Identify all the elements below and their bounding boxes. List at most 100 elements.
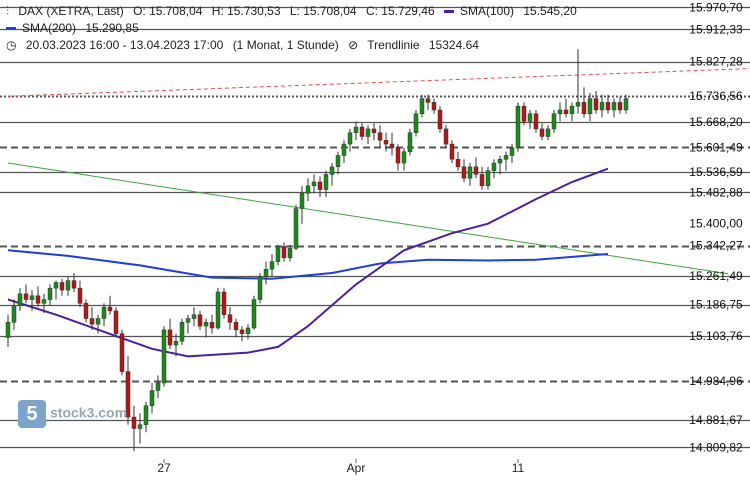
open-value: O: 15.708,04 — [133, 4, 203, 18]
level-lines — [0, 6, 750, 449]
price-labels: 15.970,70 15.912,33 15.827,28 15.736,56 15.6… — [689, 0, 743, 454]
price-label-12: 15.103,76 — [689, 329, 743, 343]
trend-lines — [7, 68, 750, 275]
candle-body-49 — [299, 193, 305, 209]
candle-body-52 — [317, 181, 323, 190]
candle-body-14 — [89, 318, 95, 325]
candle-body-7 — [47, 287, 53, 300]
price-label-11: 15.186,75 — [689, 298, 743, 312]
candle-body-16 — [101, 306, 107, 319]
candle-body-43 — [263, 268, 269, 278]
candle-body-98 — [593, 98, 599, 111]
candle-body-66 — [401, 151, 407, 164]
candle-body-86 — [521, 105, 527, 122]
candle-body-58 — [353, 126, 359, 133]
price-label-8: 15.400,00 — [689, 217, 743, 231]
candle-body-65 — [395, 147, 401, 164]
legend-row-1: ⫶ DAX (XETRA, Last) O: 15.708,04 H: 15.7… — [6, 4, 583, 19]
price-label-2: 15.827,28 — [689, 55, 743, 69]
candle-body-20 — [125, 371, 131, 418]
support-trendline — [7, 162, 729, 275]
sma200-value: 15.290,85 — [85, 21, 139, 35]
price-label-4: 15.668,20 — [689, 115, 743, 129]
candle-body-90 — [545, 128, 551, 137]
instrument-label: DAX (XETRA, Last) — [18, 4, 124, 18]
close-value: C: 15.729,46 — [365, 4, 435, 18]
candle-body-39 — [239, 329, 245, 334]
candle-body-73 — [443, 128, 449, 145]
candle-body-11 — [71, 280, 77, 289]
price-label-10: 15.261,49 — [689, 269, 743, 283]
candle-body-68 — [413, 113, 419, 133]
candle-body-8 — [53, 282, 59, 289]
candle-body-0 — [5, 322, 11, 338]
candle-body-79 — [479, 174, 485, 187]
x-tick-label-0: 27 — [157, 461, 171, 475]
candle-body-24 — [149, 390, 155, 406]
date-range: 20.03.2023 16:00 - 13.04.2023 17:00 — [25, 38, 224, 52]
candle-body-56 — [341, 143, 347, 156]
interval: (1 Monat, 1 Stunde) — [232, 38, 339, 52]
candle-body-89 — [539, 128, 545, 137]
candle-body-102 — [617, 102, 623, 111]
sma100-swatch-icon — [444, 10, 454, 14]
candle-body-67 — [407, 132, 413, 152]
candle-body-31 — [191, 314, 197, 319]
candle-body-50 — [305, 185, 311, 194]
candle-body-30 — [185, 318, 191, 323]
candle-body-75 — [455, 159, 461, 168]
price-label-3: 15.736,56 — [689, 89, 743, 103]
candle-body-96 — [581, 102, 587, 114]
candle-body-33 — [203, 322, 209, 327]
candle-body-55 — [335, 155, 341, 168]
stock3-logo-icon: 5 — [18, 400, 46, 428]
candle-body-10 — [65, 280, 71, 291]
candle-body-42 — [257, 276, 263, 300]
candle-body-27 — [167, 329, 173, 346]
candle-body-18 — [113, 310, 119, 334]
candle-body-99 — [599, 102, 605, 111]
watermark-text: stock3.com — [50, 404, 128, 421]
candle-body-26 — [161, 329, 167, 384]
candle-body-85 — [515, 105, 521, 149]
candle-body-19 — [119, 333, 125, 372]
legend-row-2: SMA(200) 15.290,85 — [6, 21, 145, 35]
price-label-14: 14.881,67 — [689, 413, 743, 427]
price-label-15: 14.809,82 — [689, 440, 743, 454]
candle-body-48 — [293, 208, 299, 249]
price-label-0: 15.970,70 — [689, 0, 743, 14]
candle-body-100 — [605, 102, 611, 111]
candle-body-103 — [623, 98, 629, 111]
candle-body-87 — [527, 113, 533, 122]
candle-body-70 — [425, 98, 431, 103]
candle-body-69 — [419, 98, 425, 115]
candle-body-25 — [155, 382, 161, 391]
candle-body-74 — [449, 143, 455, 160]
candle-body-76 — [461, 166, 467, 179]
candle-body-84 — [509, 147, 515, 156]
candle-body-46 — [281, 246, 287, 259]
candle-body-91 — [551, 113, 557, 130]
sma200-line — [7, 249, 609, 280]
candle-body-54 — [329, 166, 335, 175]
candle-body-41 — [251, 299, 257, 329]
candle-body-22 — [137, 424, 143, 429]
sma200-swatch-icon — [6, 27, 16, 31]
candle-body-32 — [197, 314, 203, 327]
candle-body-45 — [275, 246, 281, 262]
candle-body-2 — [17, 293, 23, 306]
candle-body-15 — [95, 318, 101, 325]
candle-body-97 — [587, 98, 593, 115]
candle-body-62 — [377, 132, 383, 141]
candle-body-36 — [221, 291, 227, 315]
candle-body-60 — [365, 128, 371, 137]
candle-body-82 — [497, 159, 503, 164]
x-axis: 27 Apr 11 — [157, 459, 525, 475]
price-label-9: 15.342,27 — [689, 239, 743, 253]
candle-body-47 — [287, 248, 293, 259]
candle-icon: ⫶ — [6, 4, 10, 18]
candle-body-9 — [59, 282, 65, 291]
candle-body-101 — [611, 102, 617, 111]
candle-body-63 — [383, 140, 389, 145]
